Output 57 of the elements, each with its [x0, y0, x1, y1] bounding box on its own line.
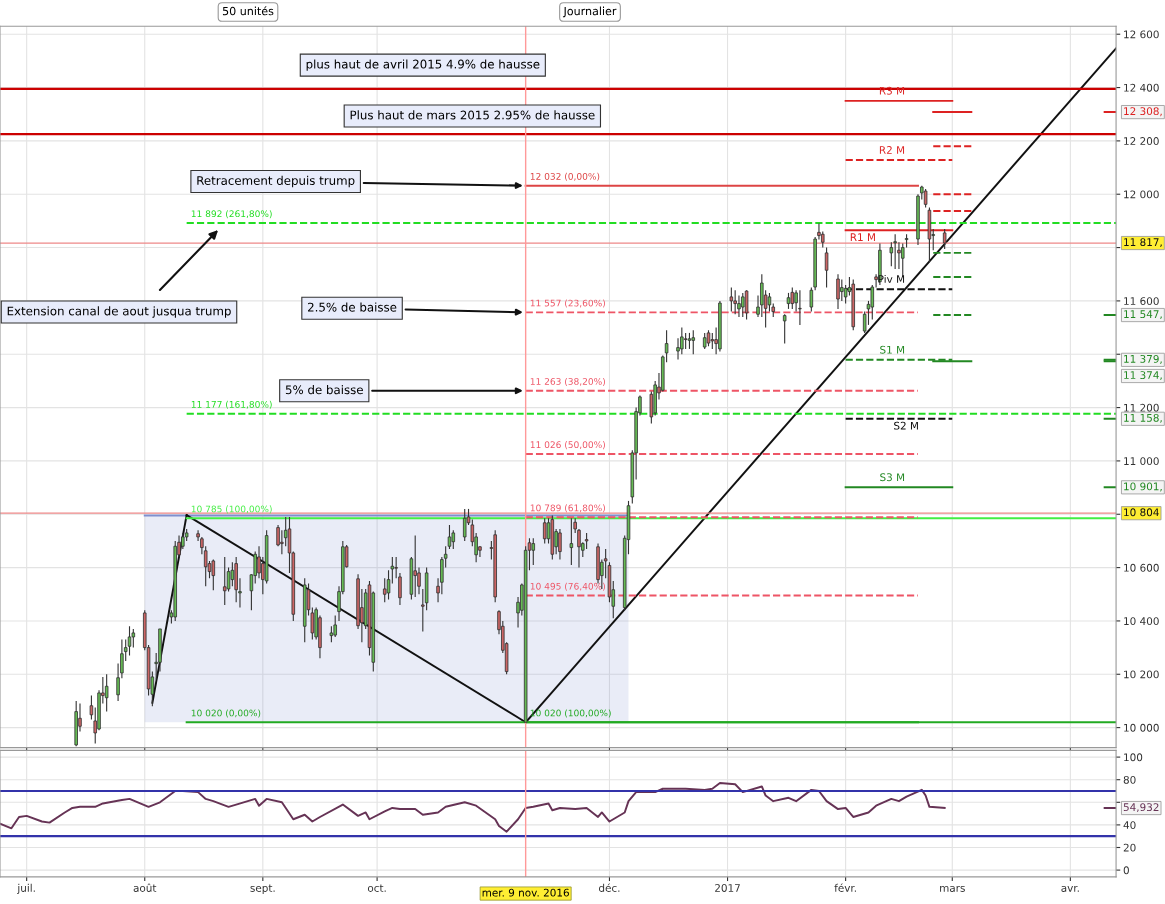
series-label: 10 785 (100,00%) [191, 505, 272, 514]
y-tick-label: 40 [1123, 821, 1136, 830]
x-tick-label: juil. [17, 883, 35, 894]
series-label: R1 M [850, 233, 875, 241]
y-tick-label: 10 600 [1124, 563, 1159, 572]
x-tick-label: déc. [599, 883, 620, 892]
series-label: 11 379, [1124, 354, 1162, 364]
series-label: 11 374, [1124, 371, 1162, 381]
series-label: 10 020 (0,00%) [191, 709, 261, 718]
ref-line-label: 11 817, [1124, 238, 1162, 248]
text: Journalier [562, 6, 617, 18]
series-label: 10 901, [1124, 482, 1162, 492]
series-label: R2 M [879, 146, 905, 154]
y-tick-label: 12 000 [1124, 190, 1159, 199]
annotation: 2.5% de baisse [308, 302, 397, 312]
series-label: 11 547, [1124, 310, 1162, 320]
y-tick-label: 12 600 [1124, 30, 1159, 39]
series-label: 11 158, [1124, 413, 1162, 423]
series-label: 11 892 (261,80%) [191, 210, 272, 219]
series-label: 54,932 [1123, 803, 1159, 813]
series-label: 11 557 (23,60%) [530, 299, 605, 308]
x-tick-label: sept. [250, 884, 275, 894]
series-label: S2 M [894, 421, 918, 430]
series-label: S3 M [880, 473, 905, 482]
series-label: 10 789 (61,80%) [530, 504, 605, 513]
ref-line-label: 10 804 [1124, 508, 1159, 517]
y-tick-label: 11 000 [1124, 457, 1159, 466]
x-tick-label: févr. [834, 883, 856, 892]
y-tick-label: 20 [1123, 843, 1136, 852]
annotation: Retracement depuis trump [197, 175, 355, 188]
x-tick-label: mars [940, 885, 965, 892]
y-tick-label: 11 200 [1124, 403, 1159, 412]
series-label: 12 308, [1124, 107, 1162, 117]
x-tick-label: 2017 [715, 884, 740, 892]
annotation: plus haut de avril 2015 4.9% de hausse [306, 59, 540, 71]
series-label: S1 M [880, 345, 905, 354]
y-tick-label: 10 400 [1124, 617, 1159, 626]
annotation: Plus haut de mars 2015 2.95% de hausse [350, 110, 595, 120]
text: 50 unités [222, 6, 274, 16]
y-tick-label: 0 [1123, 866, 1129, 875]
ref-line-label: mer. 9 nov. 2016 [482, 888, 569, 897]
y-tick-label: 10 000 [1124, 723, 1159, 732]
series-label: 12 032 (0,00%) [530, 172, 600, 181]
y-tick-label: 12 400 [1124, 83, 1159, 92]
y-tick-label: 11 600 [1124, 297, 1159, 306]
series-label: 11 026 (50,00%) [530, 441, 605, 450]
y-tick-label: 80 [1123, 775, 1136, 784]
y-tick-label: 12 200 [1124, 137, 1159, 145]
annotation: Extension canal de aout jusqua trump [7, 306, 231, 318]
x-tick-label: avr. [1061, 885, 1079, 892]
y-tick-label: 10 200 [1124, 670, 1159, 679]
x-tick-label: août [133, 883, 157, 892]
y-tick-label: 100 [1124, 753, 1143, 762]
series-label: 11 177 (161,80%) [191, 400, 272, 409]
series-label: 11 263 (38,20%) [530, 377, 605, 386]
annotation: 5% de baisse [285, 385, 363, 395]
x-tick-label: oct. [367, 884, 386, 892]
